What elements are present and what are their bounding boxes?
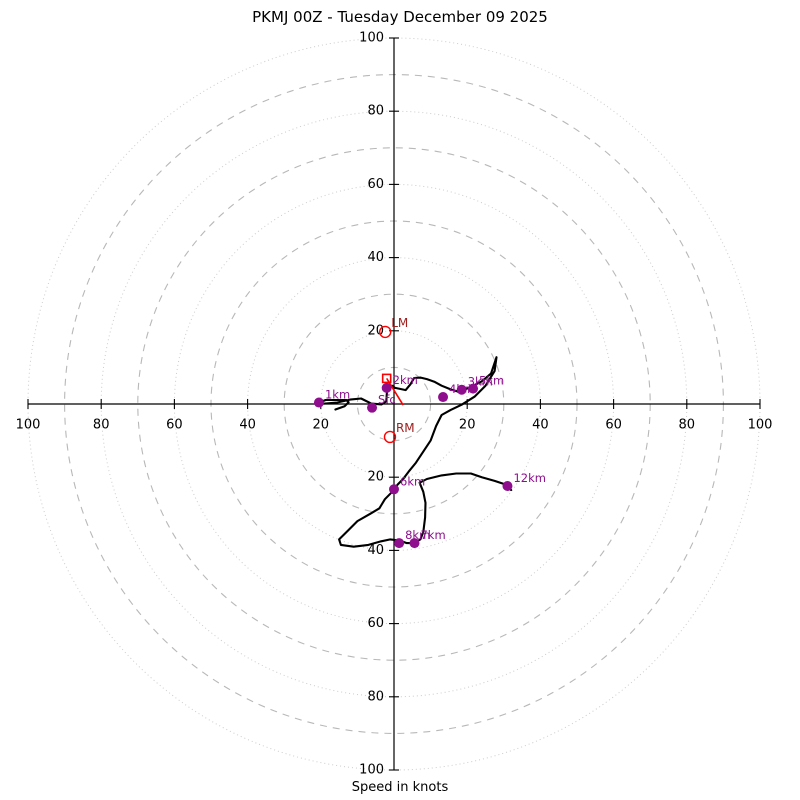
height-marker-label-5km: 5km: [479, 374, 504, 388]
x-tick-label-left: 100: [16, 418, 41, 433]
x-tick-label-right: 80: [679, 418, 696, 433]
height-marker-3km: [456, 384, 467, 395]
hodograph-trace: [317, 356, 513, 548]
y-tick-label-bottom: 100: [359, 763, 384, 778]
storm-motion-head: [381, 373, 392, 384]
height-marker-label-4km: 4km: [449, 382, 474, 396]
height-marker-label-6km: 6km: [400, 474, 425, 488]
height-marker-sfc: [367, 402, 378, 413]
storm-mode-label-rm: RM: [396, 421, 415, 435]
x-tick-label-right: 40: [532, 418, 549, 433]
height-marker-12km: [502, 480, 513, 491]
x-tick-label-right: 20: [459, 418, 476, 433]
height-marker-label-12km: 12km: [513, 471, 546, 485]
height-marker-2km: [381, 382, 392, 393]
y-tick-label-top: 40: [367, 250, 384, 265]
page-title: PKMJ 00Z - Tuesday December 09 2025: [252, 8, 548, 26]
x-axis-label: Speed in knots: [351, 780, 449, 795]
height-marker-label-1km: 1km: [325, 388, 350, 402]
x-tick-label-right: 100: [748, 418, 773, 433]
height-marker-6km: [389, 484, 399, 495]
x-tick-label-left: 80: [93, 418, 110, 433]
x-tick-label-left: 40: [239, 418, 256, 433]
y-tick-label-top: 100: [359, 31, 384, 46]
y-tick-label-bottom: 60: [367, 616, 384, 631]
height-marker-8km: [394, 538, 405, 549]
storm-mode-marker-rm: [383, 430, 397, 444]
height-marker-4km: [438, 392, 449, 403]
x-tick-label-left: 60: [166, 418, 183, 433]
y-tick-label-top: 80: [367, 104, 384, 119]
height-marker-label-8km: 8km: [405, 528, 430, 542]
height-marker-label-sfc: Sfc: [378, 393, 396, 407]
y-tick-label-bottom: 20: [367, 470, 384, 485]
y-tick-label-bottom: 40: [367, 543, 384, 558]
y-tick-label-bottom: 80: [367, 689, 384, 704]
x-tick-label-right: 60: [605, 418, 622, 433]
storm-mode-marker-lm: [379, 325, 392, 339]
storm-mode-label-lm: LM: [391, 316, 408, 330]
height-marker-5km: [468, 383, 479, 394]
height-marker-1km: [313, 397, 324, 408]
y-tick-label-top: 60: [367, 177, 384, 192]
height-marker-7km: [409, 538, 420, 549]
height-marker-label-2km: 2km: [393, 373, 418, 387]
height-marker-label-7km: 7km: [420, 528, 445, 542]
x-tick-label-left: 20: [313, 418, 330, 433]
